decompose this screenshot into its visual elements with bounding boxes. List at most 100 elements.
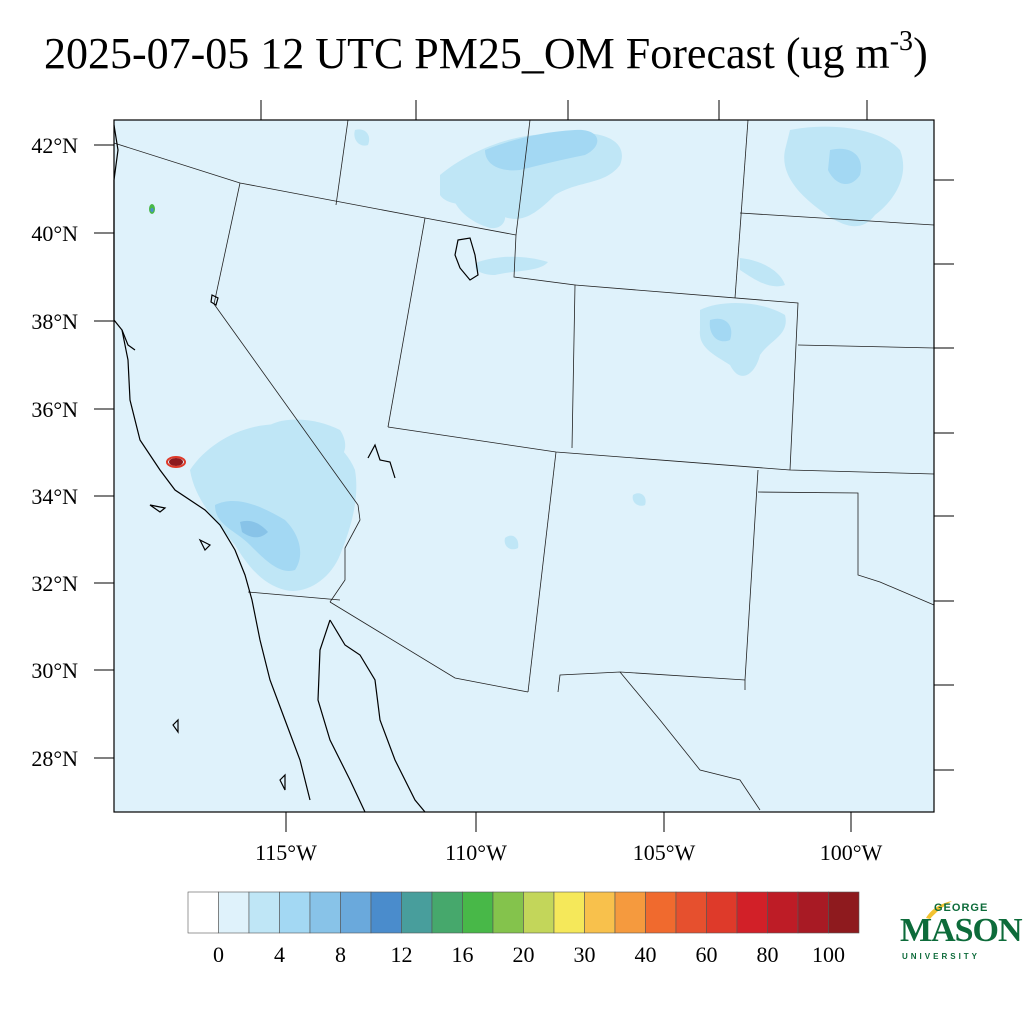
lake-salt [454,237,479,281]
lon-label: 115°W [255,840,317,865]
colorbar-label: 100 [812,942,845,967]
concentration-fields [190,126,904,591]
lat-label: 30°N [31,658,78,683]
colorbar-label: 80 [757,942,779,967]
colorbar-label: 0 [213,942,224,967]
border-co-river [329,504,361,603]
plume-az-spot [504,535,519,550]
border-or-north [113,142,517,236]
coast-gulf [329,619,426,813]
colorbar-swatch [584,891,616,934]
colorbar-swatch [614,891,646,934]
colorbar-swatch [340,891,372,934]
island-3 [172,718,179,734]
left-ticks [94,144,114,759]
border-ks-ne [797,344,935,349]
right-ticks [934,179,954,771]
border-ut-wy [513,234,576,449]
logo-mason: MASON [900,912,1023,949]
logo-swoosh-icon [926,901,952,919]
colorbar-label: 60 [696,942,718,967]
map-title: 2025-07-05 12 UTC PM25_OM Forecast (ug m… [44,26,928,78]
colorbar-swatch [431,891,463,934]
plume-idaho-spot [354,129,370,146]
lat-label: 28°N [31,746,78,771]
colorbar-labels: 0 4 8 12 16 20 30 40 60 80 100 [213,942,845,967]
colorbar-swatch [370,891,402,934]
colorbar-swatch [401,891,433,934]
colorbar-swatch [553,891,585,934]
colorbar-swatch [462,891,494,934]
coastlines [113,124,479,813]
border-tx-mexico [619,671,761,811]
plume-colorado-core [709,318,732,342]
colorbar-swatch [706,891,738,934]
colorbar-swatch [675,891,707,934]
border-id-mt [335,119,349,206]
plume-utah-wy [475,256,548,275]
lake-tahoe [210,294,219,306]
colorbar-swatch [797,891,829,934]
colorbar-swatch [736,891,768,934]
logo-george: GEORGE [934,902,989,914]
colorbar-swatch [767,891,799,934]
colorbar-label: 40 [635,942,657,967]
plume-nm-spot [632,493,646,506]
colorbar-swatch [187,891,219,934]
colorbar-label: 4 [274,942,285,967]
border-wy-north [515,119,531,236]
colorbar-label: 12 [391,942,413,967]
state-borders [113,119,935,811]
lat-label: 40°N [31,221,78,246]
coast-sf-bay [121,329,136,351]
colorbar-swatch [523,891,555,934]
plume-wy-tail [450,190,506,229]
lat-label: 42°N [31,133,78,158]
lat-label: 34°N [31,484,78,509]
colorbar-label: 30 [574,942,596,967]
border-dakota [739,212,935,226]
island-1 [149,504,167,513]
lake-mead [367,443,396,479]
lat-labels: 42°N 40°N 38°N 36°N 34°N 32°N 30°N 28°N [31,133,78,771]
border-az-nm [527,451,557,693]
plume-socal-large [190,424,357,591]
lon-label: 100°W [820,840,883,865]
map-panel: 42°N 40°N 38°N 36°N 34°N 32°N 30°N 28°N … [31,100,954,865]
lon-label: 105°W [633,840,696,865]
plume-neb [740,258,785,287]
border-ca-mexico [247,591,341,601]
hotspot-socal-ring [166,456,186,468]
island-4 [279,773,286,791]
lon-labels: 115°W 110°W 105°W 100°W [255,840,882,865]
border-ok-tx [757,491,935,606]
colorbar-label: 16 [452,942,474,967]
colorbar-swatch [828,891,860,934]
fire-hotspots [149,204,186,468]
colorbar [187,891,860,934]
coast-pacific [113,124,311,801]
gmu-logo: GEORGE MASON UNIVERSITY [898,900,1023,970]
lon-label: 110°W [445,840,507,865]
border-nv-ut [387,217,426,428]
colorbar-swatch [218,891,250,934]
plume-nevada [270,419,346,462]
colorbar-label: 8 [335,942,346,967]
border-az-nm-north [387,426,935,475]
colorbar-swatch [309,891,341,934]
map-frame [113,119,935,813]
border-wy-co [574,284,799,471]
plume-dakota-core [828,148,861,185]
plume-wyoming-core [485,129,598,171]
colorbar-swatch [492,891,524,934]
lat-label: 32°N [31,571,78,596]
lat-label: 36°N [31,397,78,422]
island-2 [198,538,212,552]
plume-socal-dark [240,520,268,538]
border-mt-dk [734,119,749,299]
top-ticks [260,100,868,120]
colorbar-swatch [248,891,280,934]
lat-label: 38°N [31,309,78,334]
bottom-ticks [285,812,852,832]
